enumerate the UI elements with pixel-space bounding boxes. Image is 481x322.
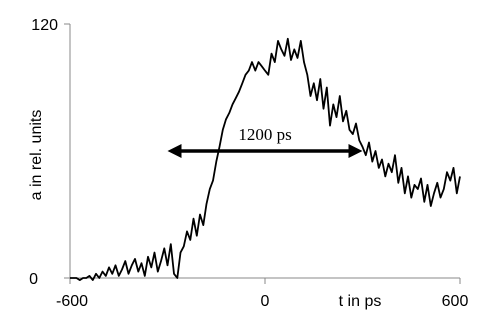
series-line-0 [70,37,461,282]
fwhm-arrow-head-right [348,144,363,158]
series-layer [70,37,461,282]
annotation-layer: 1200 ps [167,125,363,158]
y-tick-label-bottom: 0 [29,271,38,288]
x-tick-label-right: 600 [442,293,469,310]
fwhm-label: 1200 ps [238,125,291,144]
plot-area: 1200 ps [64,23,461,284]
x-axis-title: t in ps [339,293,382,310]
y-tick-label-top: 120 [31,17,58,34]
x-tick-label-mid: 0 [261,293,270,310]
x-tick-label-left: -600 [56,293,88,310]
y-axis-title: a in rel. units [28,110,45,201]
fwhm-arrow-head-left [167,144,182,158]
